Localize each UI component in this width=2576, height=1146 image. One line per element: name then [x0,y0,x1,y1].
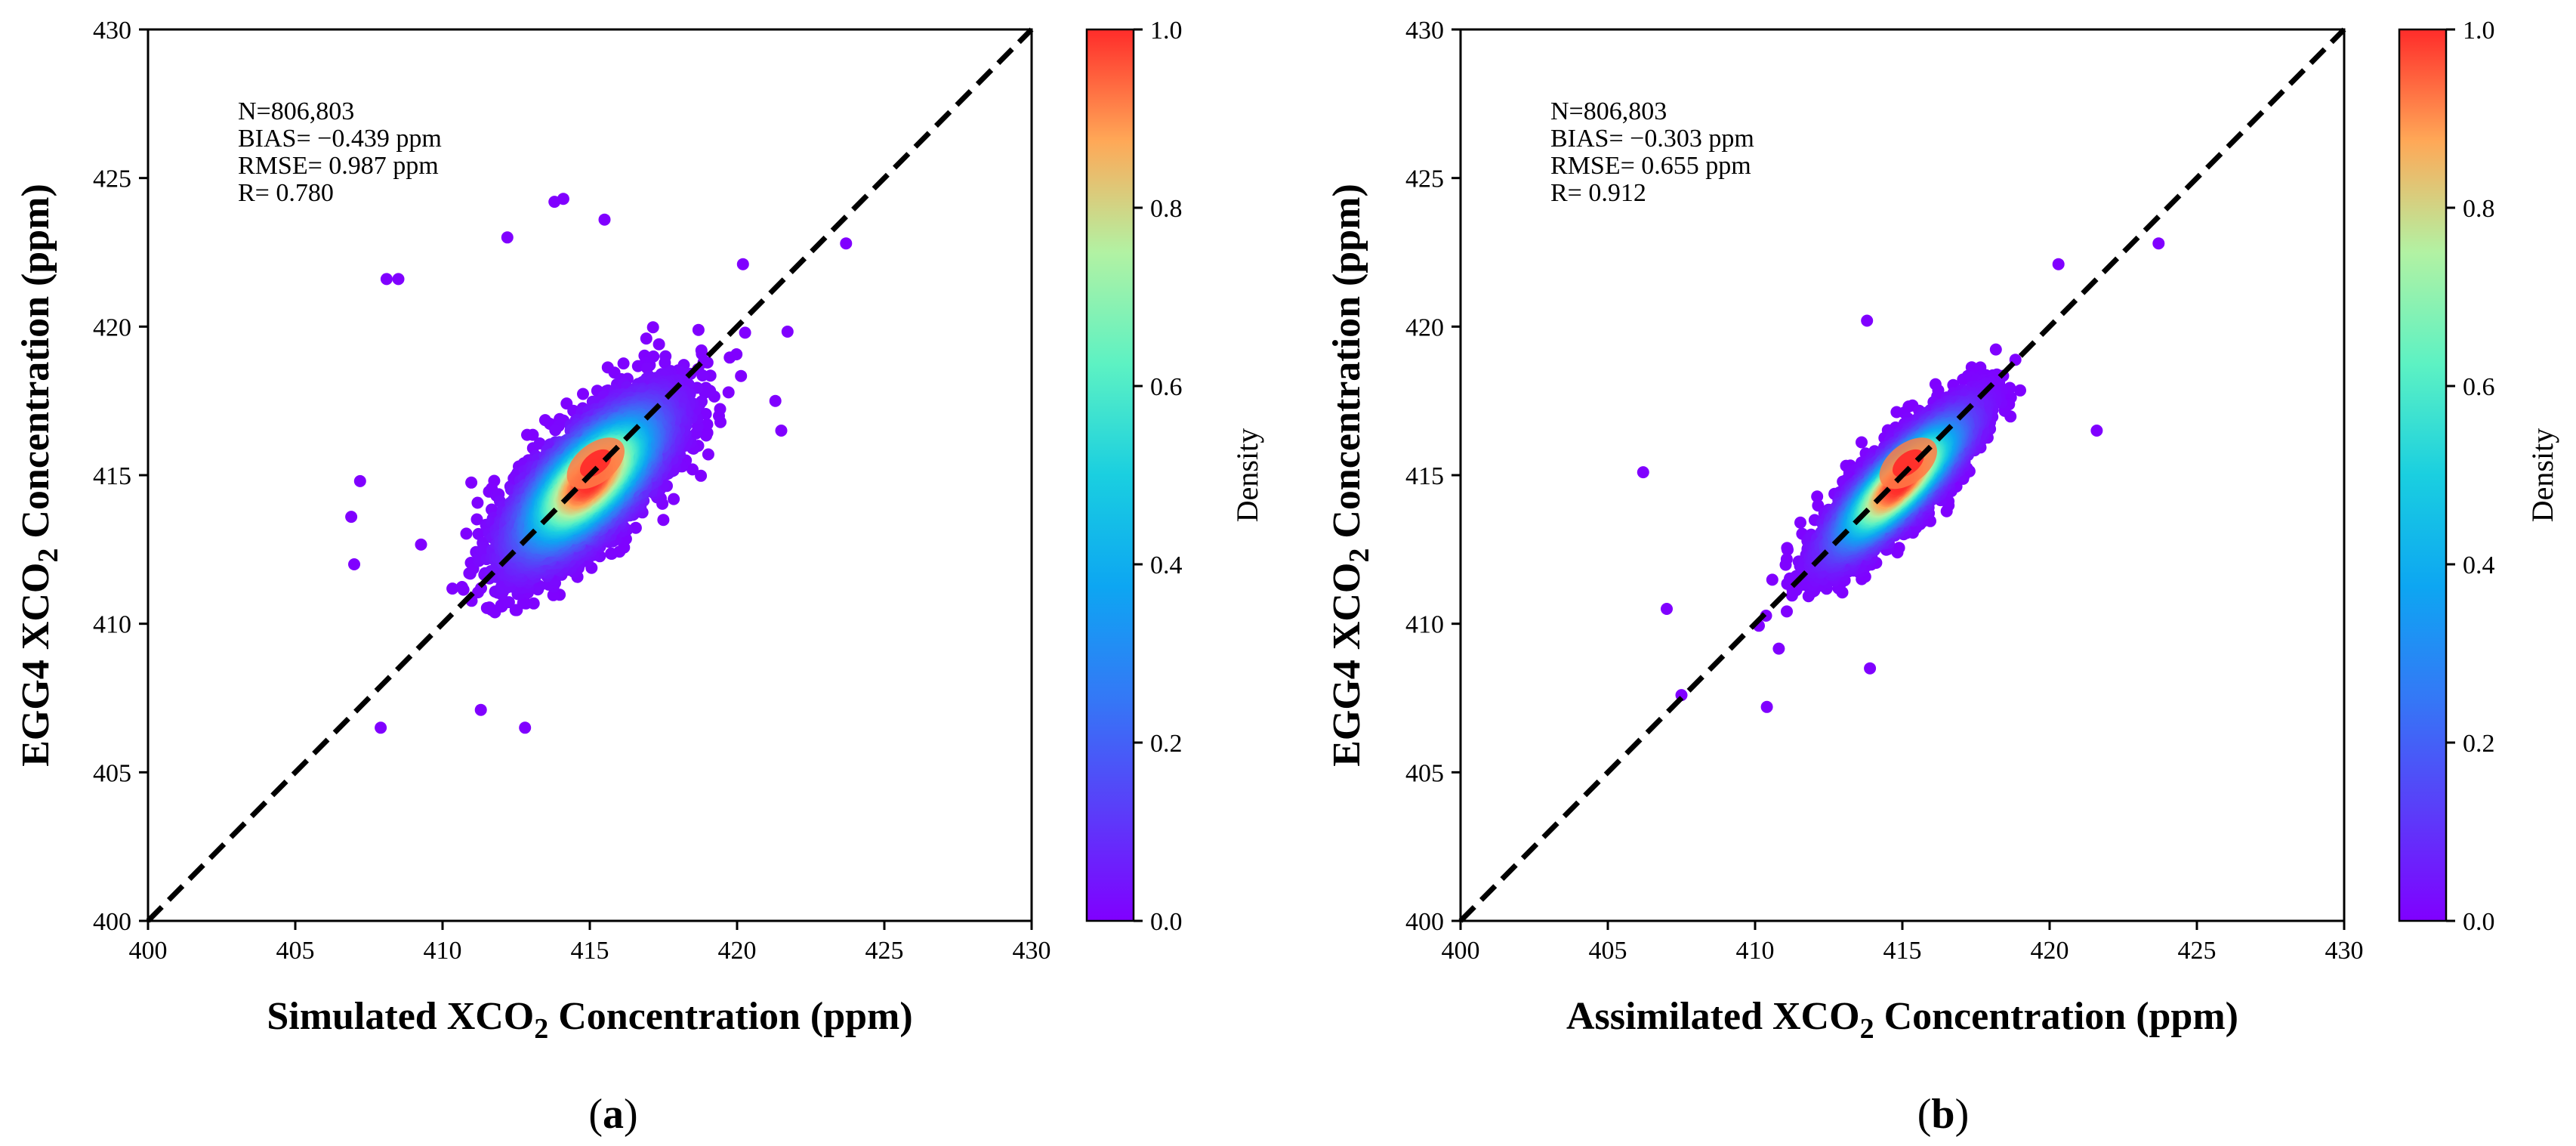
density-point [345,511,358,524]
density-point [840,237,853,250]
density-point [657,514,670,527]
density-point [457,583,470,596]
density-point [547,588,560,601]
scatter-points-a [345,193,853,734]
density-point [668,493,680,505]
density-point [739,326,751,339]
density-point [702,448,714,461]
density-point [474,703,487,716]
density-point [392,273,405,286]
density-point [652,338,665,351]
density-point [723,351,736,364]
density-point [557,193,569,205]
density-point [470,513,483,526]
density-point [605,547,618,560]
density-point [781,326,794,338]
density-point [501,231,514,244]
panel-a: 400 405 410 415 420 425 4304004054104154204254… [14,17,1264,1138]
density-point [483,601,496,614]
density-point [477,544,490,556]
density-point [631,360,644,372]
density-point [686,463,699,476]
density-point [502,596,515,609]
density-point [701,418,714,431]
density-point [380,273,393,286]
density-point [460,527,473,540]
density-point [722,386,735,399]
density-point [533,579,546,592]
density-point [695,469,708,482]
density-point [526,428,539,441]
density-point [696,369,709,381]
density-point [415,538,427,551]
density-point [348,558,360,570]
density-point [577,388,589,400]
density-point [549,424,562,437]
density-point [471,496,484,509]
density-point [736,258,749,270]
density-point [646,321,659,334]
density-point [375,721,387,734]
density-point [446,582,459,595]
density-point [735,369,748,382]
density-point [640,332,652,345]
density-point [769,394,782,407]
density-point [598,213,611,226]
density-point [714,403,727,415]
density-point [465,476,478,489]
density-point [775,425,788,437]
density-point [353,474,366,487]
density-point [519,721,532,734]
density-point [617,357,630,370]
density-point [692,323,705,336]
density-point [701,426,714,439]
density-point [509,604,522,616]
